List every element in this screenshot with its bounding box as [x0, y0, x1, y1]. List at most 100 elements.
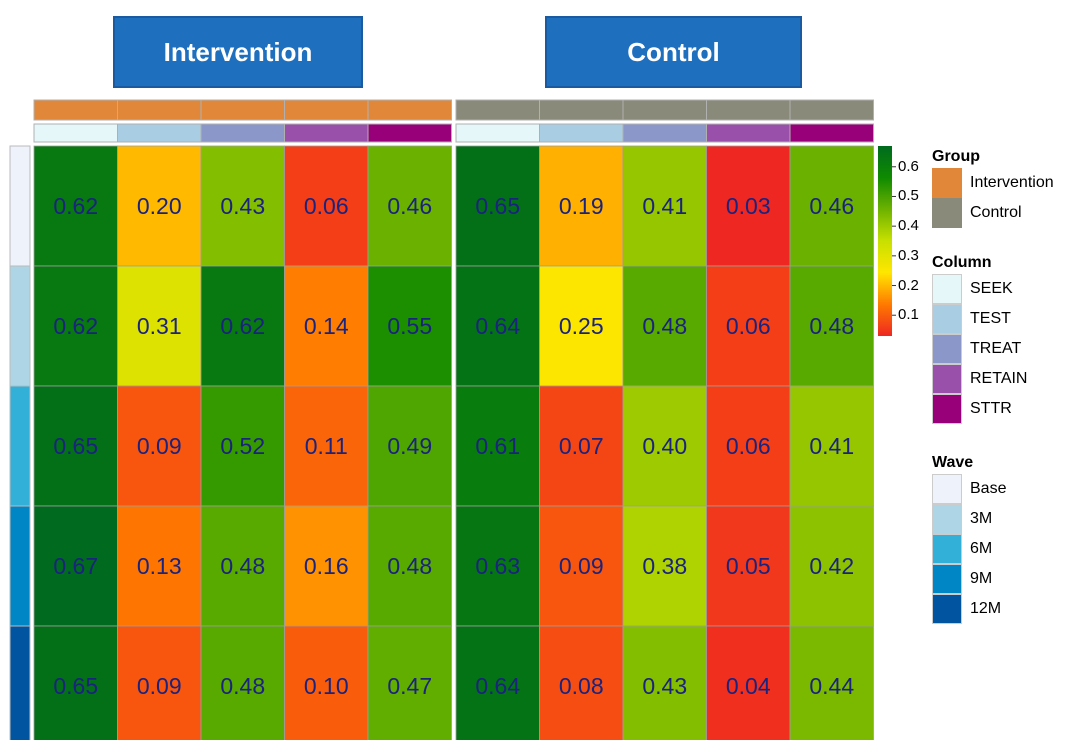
column-bar-test — [539, 123, 624, 143]
cell-value-label: 0.19 — [559, 193, 604, 219]
column-bar-treat — [622, 123, 707, 143]
cell-value-label: 0.65 — [475, 193, 520, 219]
cell-value-label: 0.64 — [475, 313, 520, 339]
cell-value-label: 0.46 — [809, 193, 854, 219]
column-swatch-seek — [932, 274, 962, 304]
heatmap-cell — [200, 625, 285, 740]
group-legend-item: Intervention — [932, 168, 1054, 198]
cell-value-label: 0.64 — [475, 673, 520, 699]
heatmap-cell — [622, 505, 707, 627]
cell-value-label: 0.61 — [475, 433, 520, 459]
column-legend-item: SEEK — [932, 274, 1027, 304]
heatmap-cell — [367, 265, 452, 387]
cell-value-label: 0.52 — [220, 433, 265, 459]
heatmap-cell — [367, 145, 452, 267]
heatmap-cell — [33, 385, 118, 507]
cell-value-label: 0.09 — [559, 553, 604, 579]
column-legend: Column SEEK TEST TREAT RETAIN STTR — [932, 254, 1027, 424]
wave-swatch-12m — [932, 594, 962, 624]
heatmap-cell — [33, 625, 118, 740]
cell-value-label: 0.11 — [305, 433, 348, 459]
cell-value-label: 0.48 — [387, 553, 432, 579]
wave-swatch-6m — [932, 534, 962, 564]
cell-value-label: 0.16 — [304, 553, 349, 579]
group-legend: Group Intervention Control — [932, 148, 1054, 228]
heatmap-cell — [200, 505, 285, 627]
wave-annotation-3m — [9, 265, 31, 387]
control-header: Control — [545, 16, 802, 88]
column-legend-label: RETAIN — [970, 370, 1028, 387]
wave-legend-item: 12M — [932, 594, 1006, 624]
heatmap-cell — [200, 145, 285, 267]
heatmap-cell — [539, 625, 624, 740]
column-bar-treat — [200, 123, 285, 143]
cell-value-label: 0.62 — [220, 313, 265, 339]
column-legend-label: SEEK — [970, 280, 1013, 297]
cell-value-label: 0.38 — [642, 553, 687, 579]
group-legend-label: Control — [970, 204, 1022, 221]
wave-annotation-base — [9, 145, 31, 267]
cell-value-label: 0.13 — [137, 553, 182, 579]
cell-value-label: 0.67 — [53, 553, 98, 579]
colorbar-tick-label: 0.4 — [898, 217, 919, 235]
wave-swatch-base — [932, 474, 962, 504]
group-bar-control — [455, 99, 540, 121]
cell-value-label: 0.25 — [559, 313, 604, 339]
wave-legend-title: Wave — [932, 454, 974, 471]
cell-value-label: 0.65 — [53, 673, 98, 699]
cell-value-label: 0.65 — [53, 433, 98, 459]
heatmap-cell — [622, 625, 707, 740]
cell-value-label: 0.06 — [726, 433, 771, 459]
intervention-header: Intervention — [113, 16, 363, 88]
cell-value-label: 0.07 — [559, 433, 604, 459]
heatmap-cell — [789, 625, 874, 740]
cell-value-label: 0.44 — [809, 673, 854, 699]
cell-value-label: 0.04 — [726, 673, 771, 699]
group-bar-intervention — [33, 99, 118, 121]
wave-legend-item: 6M — [932, 534, 1006, 564]
heatmap-cell — [539, 505, 624, 627]
cell-value-label: 0.49 — [387, 433, 432, 459]
cell-value-label: 0.62 — [53, 193, 98, 219]
group-bar-control — [539, 99, 624, 121]
wave-annotation-12m — [9, 625, 31, 740]
heatmap-cell — [284, 265, 369, 387]
cell-value-label: 0.55 — [387, 313, 432, 339]
cell-value-label: 0.03 — [726, 193, 771, 219]
cell-value-label: 0.14 — [304, 313, 349, 339]
heatmap-cell — [284, 145, 369, 267]
group-bar-intervention — [117, 99, 202, 121]
colorbar-tick-label: 0.3 — [898, 246, 919, 264]
heatmap-cell — [789, 145, 874, 267]
colorbar-tick-label: 0.5 — [898, 187, 919, 205]
column-bar-sttr — [367, 123, 452, 143]
heatmap-cell — [117, 625, 202, 740]
cell-value-label: 0.63 — [475, 553, 520, 579]
colorbar — [878, 146, 892, 336]
group-bar-intervention — [367, 99, 452, 121]
cell-value-label: 0.42 — [809, 553, 854, 579]
group-legend-label: Intervention — [970, 174, 1054, 191]
column-legend-item: TEST — [932, 304, 1027, 334]
heatmap-cell — [789, 385, 874, 507]
wave-swatch-3m — [932, 504, 962, 534]
heatmap-cell — [117, 385, 202, 507]
heatmap-cell — [622, 145, 707, 267]
cell-value-label: 0.05 — [726, 553, 771, 579]
wave-legend-label: Base — [970, 480, 1007, 497]
wave-swatch-9m — [932, 564, 962, 594]
column-legend-label: STTR — [970, 400, 1012, 417]
cell-value-label: 0.41 — [809, 433, 854, 459]
column-bar-test — [117, 123, 202, 143]
cell-value-label: 0.41 — [642, 193, 687, 219]
heatmap-cell — [539, 265, 624, 387]
wave-legend-label: 12M — [970, 600, 1002, 617]
heatmap-cell — [200, 265, 285, 387]
group-bar-control — [622, 99, 707, 121]
colorbar-tick-label: 0.6 — [898, 157, 919, 175]
cell-value-label: 0.09 — [137, 433, 182, 459]
heatmap-cell — [117, 145, 202, 267]
heatmap-cell — [706, 385, 791, 507]
wave-legend: Wave Base 3M 6M 9M 12M — [932, 454, 1006, 624]
cell-value-label: 0.62 — [53, 313, 98, 339]
